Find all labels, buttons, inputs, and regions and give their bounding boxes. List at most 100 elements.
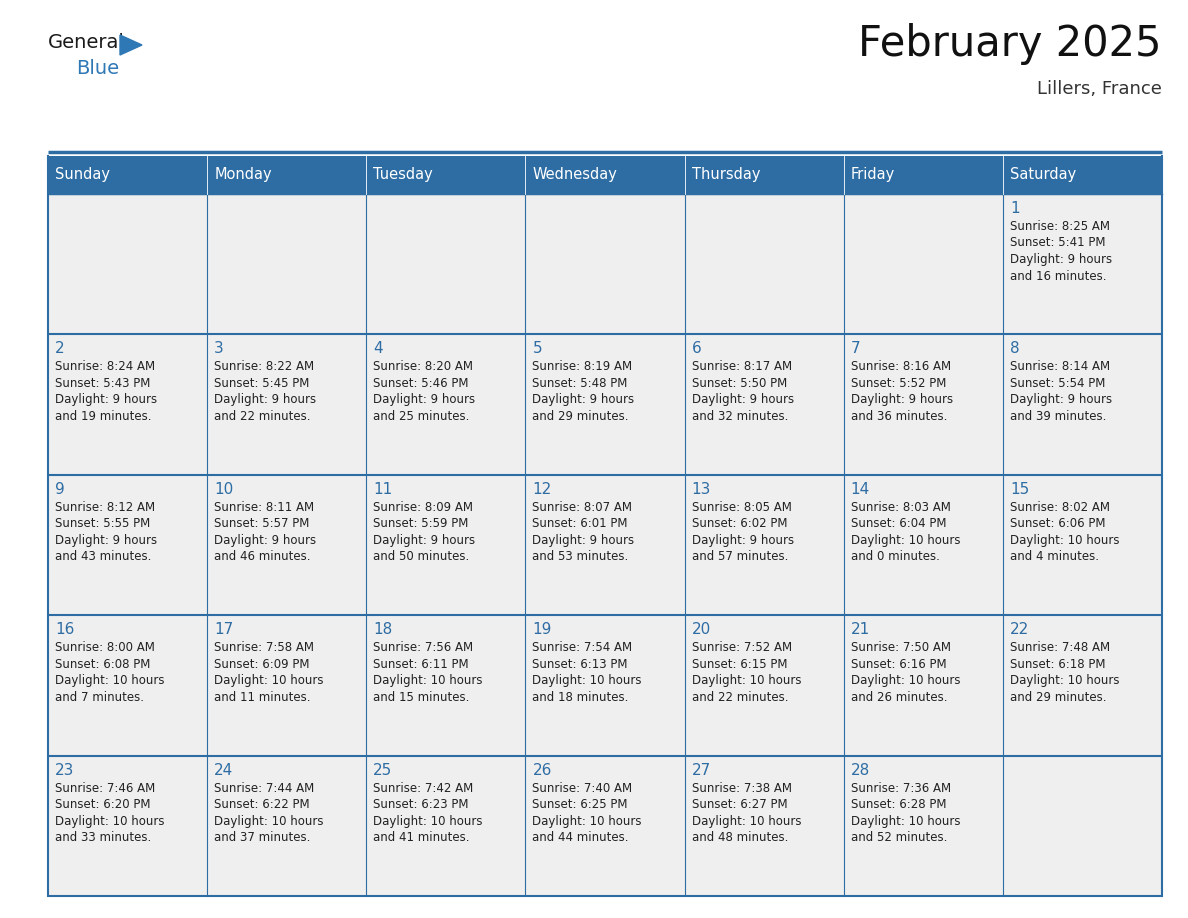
- Bar: [684, 475, 843, 615]
- Text: 5: 5: [532, 341, 542, 356]
- Text: 24: 24: [214, 763, 233, 778]
- Text: Sunrise: 8:07 AM: Sunrise: 8:07 AM: [532, 501, 632, 514]
- Text: 15: 15: [1010, 482, 1029, 497]
- Bar: [48, 156, 207, 194]
- Text: Daylight: 10 hours: Daylight: 10 hours: [851, 533, 960, 547]
- Text: Sunset: 5:55 PM: Sunset: 5:55 PM: [55, 518, 150, 531]
- Text: Sunrise: 7:52 AM: Sunrise: 7:52 AM: [691, 641, 791, 655]
- Text: and 41 minutes.: and 41 minutes.: [373, 831, 469, 844]
- Text: 25: 25: [373, 763, 392, 778]
- Text: and 57 minutes.: and 57 minutes.: [691, 550, 788, 564]
- Text: 1: 1: [1010, 201, 1019, 216]
- Text: Sunrise: 7:56 AM: Sunrise: 7:56 AM: [373, 641, 473, 655]
- Bar: [525, 756, 684, 896]
- Text: and 11 minutes.: and 11 minutes.: [214, 690, 310, 704]
- Text: Sunset: 5:48 PM: Sunset: 5:48 PM: [532, 377, 627, 390]
- Text: and 16 minutes.: and 16 minutes.: [1010, 270, 1106, 283]
- Text: and 22 minutes.: and 22 minutes.: [214, 410, 310, 423]
- Text: Sunrise: 7:38 AM: Sunrise: 7:38 AM: [691, 781, 791, 795]
- Text: Sunrise: 7:46 AM: Sunrise: 7:46 AM: [55, 781, 156, 795]
- Text: Sunrise: 8:02 AM: Sunrise: 8:02 AM: [1010, 501, 1110, 514]
- Bar: [48, 475, 207, 615]
- Text: Daylight: 10 hours: Daylight: 10 hours: [532, 814, 642, 828]
- Text: Daylight: 9 hours: Daylight: 9 hours: [1010, 394, 1112, 407]
- Text: Sunset: 6:08 PM: Sunset: 6:08 PM: [55, 657, 151, 671]
- Text: 13: 13: [691, 482, 710, 497]
- Text: Sunrise: 8:25 AM: Sunrise: 8:25 AM: [1010, 220, 1110, 233]
- Bar: [684, 756, 843, 896]
- Text: and 29 minutes.: and 29 minutes.: [532, 410, 628, 423]
- Text: Sunrise: 7:58 AM: Sunrise: 7:58 AM: [214, 641, 314, 655]
- Text: 7: 7: [851, 341, 860, 356]
- Text: Sunrise: 7:36 AM: Sunrise: 7:36 AM: [851, 781, 950, 795]
- Text: 11: 11: [373, 482, 392, 497]
- Text: 23: 23: [55, 763, 75, 778]
- Text: and 52 minutes.: and 52 minutes.: [851, 831, 947, 844]
- Text: Thursday: Thursday: [691, 167, 760, 183]
- Bar: [207, 475, 366, 615]
- Text: 6: 6: [691, 341, 701, 356]
- Text: and 26 minutes.: and 26 minutes.: [851, 690, 947, 704]
- Text: Sunset: 6:06 PM: Sunset: 6:06 PM: [1010, 518, 1105, 531]
- Text: Daylight: 10 hours: Daylight: 10 hours: [691, 814, 801, 828]
- Text: Sunset: 5:43 PM: Sunset: 5:43 PM: [55, 377, 151, 390]
- Bar: [48, 194, 207, 334]
- Text: 21: 21: [851, 622, 870, 637]
- Text: and 32 minutes.: and 32 minutes.: [691, 410, 788, 423]
- Bar: [843, 156, 1003, 194]
- Text: 8: 8: [1010, 341, 1019, 356]
- Bar: [366, 194, 525, 334]
- Bar: [366, 334, 525, 475]
- Text: and 4 minutes.: and 4 minutes.: [1010, 550, 1099, 564]
- Bar: [48, 334, 207, 475]
- Text: 18: 18: [373, 622, 392, 637]
- Text: Daylight: 9 hours: Daylight: 9 hours: [373, 533, 475, 547]
- Bar: [525, 334, 684, 475]
- Text: Sunrise: 7:48 AM: Sunrise: 7:48 AM: [1010, 641, 1110, 655]
- Text: Sunset: 6:13 PM: Sunset: 6:13 PM: [532, 657, 628, 671]
- Text: and 33 minutes.: and 33 minutes.: [55, 831, 151, 844]
- Text: 20: 20: [691, 622, 710, 637]
- Text: Daylight: 10 hours: Daylight: 10 hours: [214, 814, 323, 828]
- Bar: [1003, 615, 1162, 756]
- Text: 14: 14: [851, 482, 870, 497]
- Text: Sunrise: 8:22 AM: Sunrise: 8:22 AM: [214, 361, 315, 374]
- Text: Daylight: 10 hours: Daylight: 10 hours: [851, 674, 960, 688]
- Text: Sunset: 6:15 PM: Sunset: 6:15 PM: [691, 657, 788, 671]
- Bar: [207, 756, 366, 896]
- Bar: [1003, 475, 1162, 615]
- Bar: [684, 615, 843, 756]
- Bar: [207, 334, 366, 475]
- Text: Daylight: 10 hours: Daylight: 10 hours: [55, 674, 164, 688]
- Text: Sunrise: 8:16 AM: Sunrise: 8:16 AM: [851, 361, 950, 374]
- Text: Sunrise: 7:44 AM: Sunrise: 7:44 AM: [214, 781, 315, 795]
- Text: Daylight: 10 hours: Daylight: 10 hours: [373, 674, 482, 688]
- Text: 26: 26: [532, 763, 551, 778]
- Text: and 25 minutes.: and 25 minutes.: [373, 410, 469, 423]
- Text: and 43 minutes.: and 43 minutes.: [55, 550, 151, 564]
- Text: Sunset: 5:46 PM: Sunset: 5:46 PM: [373, 377, 469, 390]
- Text: Sunset: 6:02 PM: Sunset: 6:02 PM: [691, 518, 788, 531]
- Text: Sunset: 6:16 PM: Sunset: 6:16 PM: [851, 657, 947, 671]
- Text: Sunrise: 7:50 AM: Sunrise: 7:50 AM: [851, 641, 950, 655]
- Text: and 15 minutes.: and 15 minutes.: [373, 690, 469, 704]
- Text: Wednesday: Wednesday: [532, 167, 618, 183]
- Text: 9: 9: [55, 482, 65, 497]
- Text: Daylight: 10 hours: Daylight: 10 hours: [1010, 533, 1119, 547]
- Polygon shape: [120, 35, 143, 55]
- Text: Sunset: 6:11 PM: Sunset: 6:11 PM: [373, 657, 469, 671]
- Bar: [366, 756, 525, 896]
- Text: 16: 16: [55, 622, 75, 637]
- Bar: [366, 475, 525, 615]
- Text: Sunday: Sunday: [55, 167, 110, 183]
- Text: Tuesday: Tuesday: [373, 167, 434, 183]
- Text: 3: 3: [214, 341, 223, 356]
- Text: Sunrise: 8:24 AM: Sunrise: 8:24 AM: [55, 361, 156, 374]
- Bar: [843, 334, 1003, 475]
- Text: and 0 minutes.: and 0 minutes.: [851, 550, 940, 564]
- Text: Sunrise: 8:19 AM: Sunrise: 8:19 AM: [532, 361, 632, 374]
- Text: Daylight: 9 hours: Daylight: 9 hours: [55, 533, 157, 547]
- Text: Saturday: Saturday: [1010, 167, 1076, 183]
- Bar: [366, 615, 525, 756]
- Text: Sunset: 6:23 PM: Sunset: 6:23 PM: [373, 798, 469, 812]
